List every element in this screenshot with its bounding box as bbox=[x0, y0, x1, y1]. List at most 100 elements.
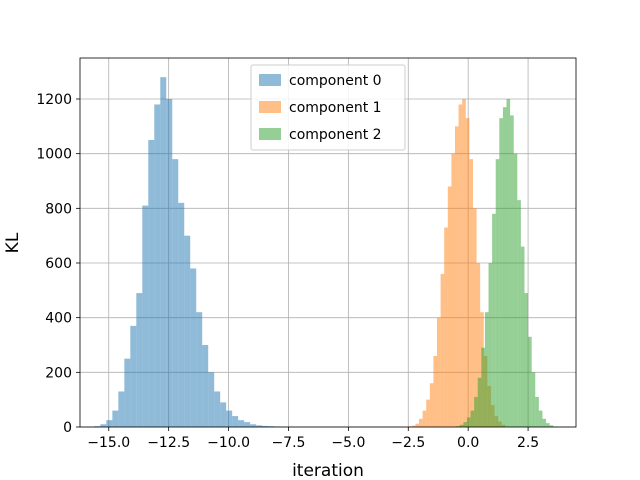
x-tick-label-0: −15.0 bbox=[87, 435, 130, 451]
x-tick-label-6: 0.0 bbox=[457, 435, 479, 451]
bar-series-0-bin-25 bbox=[244, 422, 251, 427]
y-tick-label-6: 1200 bbox=[36, 92, 72, 108]
histogram-bars bbox=[94, 77, 557, 428]
bar-series-2-bin-26 bbox=[549, 425, 554, 427]
bar-series-2-bin-17 bbox=[517, 200, 521, 427]
bar-series-0-bin-7 bbox=[136, 293, 143, 427]
bar-series-2-bin-7 bbox=[481, 347, 485, 427]
bar-series-2-bin-6 bbox=[477, 377, 482, 427]
bar-series-2-bin-23 bbox=[538, 410, 543, 427]
bar-series-0-bin-6 bbox=[130, 325, 137, 427]
bar-series-2-bin-18 bbox=[520, 246, 525, 427]
bar-series-1-bin-6 bbox=[429, 383, 434, 427]
bar-series-1-bin-4 bbox=[422, 410, 427, 427]
legend-swatch-1 bbox=[259, 101, 281, 113]
x-tick-label-3: −7.5 bbox=[271, 435, 305, 451]
bar-series-0-bin-11 bbox=[160, 77, 167, 427]
x-tick-label-5: −2.5 bbox=[391, 435, 425, 451]
bar-series-0-bin-5 bbox=[124, 358, 131, 427]
bar-series-2-bin-25 bbox=[546, 423, 550, 427]
legend-swatch-0 bbox=[259, 74, 281, 86]
bar-series-1-bin-8 bbox=[437, 317, 441, 427]
bar-series-0-bin-2 bbox=[106, 420, 113, 427]
bar-series-2-bin-9 bbox=[488, 263, 493, 427]
series-2-bars bbox=[456, 99, 557, 428]
bar-series-2-bin-22 bbox=[535, 396, 539, 427]
plot-frame bbox=[79, 57, 577, 428]
series-1-bars bbox=[408, 99, 506, 427]
bar-series-2-bin-12 bbox=[499, 118, 503, 427]
bar-series-0-bin-20 bbox=[214, 391, 221, 427]
bar-series-1-bin-7 bbox=[433, 355, 438, 427]
y-tick-label-3: 600 bbox=[45, 256, 72, 272]
bar-series-1-bin-12 bbox=[451, 153, 455, 427]
bar-series-2-bin-1 bbox=[459, 424, 464, 427]
bar-series-2-bin-11 bbox=[495, 159, 500, 427]
bar-series-0-bin-9 bbox=[148, 140, 155, 427]
legend-label-2: component 2 bbox=[289, 127, 382, 143]
bar-series-2-bin-20 bbox=[528, 336, 532, 427]
bar-series-0-bin-1 bbox=[100, 424, 107, 427]
bar-series-2-bin-3 bbox=[466, 417, 471, 427]
bar-series-2-bin-4 bbox=[470, 410, 475, 427]
y-tick-label-4: 800 bbox=[45, 201, 72, 217]
legend-label-0: component 0 bbox=[289, 73, 382, 89]
y-tick-label-1: 200 bbox=[45, 365, 72, 381]
bar-series-1-bin-1 bbox=[411, 425, 416, 427]
bar-series-0-bin-14 bbox=[178, 202, 185, 427]
bar-series-2-bin-10 bbox=[492, 213, 496, 427]
bar-series-0-bin-8 bbox=[142, 205, 149, 427]
bar-series-0-bin-26 bbox=[250, 424, 257, 427]
x-tick-label-1: −12.5 bbox=[147, 435, 190, 451]
bar-series-0-bin-29 bbox=[268, 426, 275, 427]
bar-series-0-bin-4 bbox=[118, 391, 125, 427]
bar-series-0-bin-24 bbox=[238, 420, 245, 427]
bar-series-1-bin-2 bbox=[415, 423, 420, 427]
bar-series-0-bin-10 bbox=[154, 104, 161, 427]
bar-series-2-bin-19 bbox=[524, 293, 529, 427]
y-axis-label: KL bbox=[3, 232, 23, 253]
bar-series-1-bin-11 bbox=[447, 186, 452, 427]
bar-series-1-bin-19 bbox=[476, 263, 481, 427]
legend-label-1: component 1 bbox=[289, 100, 382, 116]
bar-series-2-bin-24 bbox=[542, 418, 547, 427]
bar-series-1-bin-18 bbox=[472, 208, 477, 427]
bar-series-1-bin-17 bbox=[469, 159, 473, 427]
y-axis-ticks: 0 200 400 600 800 1000 1200 bbox=[36, 92, 80, 436]
bar-series-1-bin-14 bbox=[458, 104, 463, 427]
bar-series-0-bin-15 bbox=[184, 235, 191, 427]
bar-series-2-bin-16 bbox=[513, 153, 518, 427]
bar-series-0-bin-17 bbox=[196, 312, 203, 427]
x-axis-label: iteration bbox=[292, 461, 364, 480]
bar-series-0-bin-19 bbox=[208, 372, 215, 427]
bar-series-2-bin-5 bbox=[474, 396, 478, 427]
y-tick-label-0: 0 bbox=[63, 420, 72, 436]
bar-series-2-bin-21 bbox=[531, 372, 536, 427]
legend-swatch-2 bbox=[259, 128, 281, 140]
bar-series-0-bin-21 bbox=[220, 402, 227, 427]
bar-series-0-bin-28 bbox=[262, 425, 269, 427]
x-axis-ticks: −15.0 −12.5 −10.0 −7.5 −5.0 −2.5 0.0 2.5 bbox=[87, 427, 539, 451]
bar-series-1-bin-13 bbox=[454, 126, 459, 427]
bar-series-1-bin-5 bbox=[426, 399, 430, 427]
bar-series-2-bin-14 bbox=[506, 99, 511, 427]
legend: component 0 component 1 component 2 bbox=[250, 64, 406, 151]
bar-series-0-bin-27 bbox=[256, 425, 263, 427]
x-tick-label-7: 2.5 bbox=[517, 435, 539, 451]
bar-series-2-bin-8 bbox=[484, 312, 489, 427]
bar-series-1-bin-3 bbox=[419, 418, 423, 427]
bar-series-0-bin-16 bbox=[190, 268, 197, 427]
bar-series-1-bin-9 bbox=[440, 273, 445, 427]
bar-series-0-bin-0 bbox=[94, 426, 101, 427]
y-tick-label-5: 1000 bbox=[36, 147, 72, 163]
series-0-bars bbox=[94, 77, 293, 427]
bar-series-0-bin-13 bbox=[172, 159, 179, 427]
bar-series-0-bin-23 bbox=[232, 416, 239, 427]
legend-box bbox=[250, 64, 406, 151]
bar-series-0-bin-3 bbox=[112, 410, 119, 427]
bar-series-2-bin-2 bbox=[463, 422, 467, 427]
bar-series-1-bin-15 bbox=[462, 99, 466, 427]
bar-series-0-bin-22 bbox=[226, 410, 233, 427]
bar-series-1-bin-10 bbox=[444, 227, 448, 427]
